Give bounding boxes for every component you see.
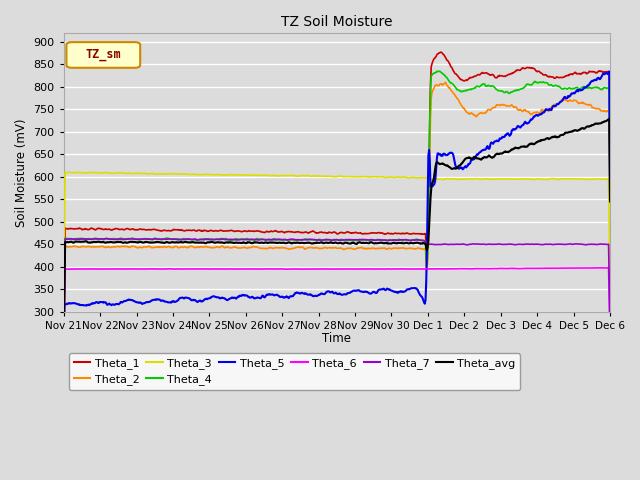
Text: TZ_sm: TZ_sm: [86, 48, 122, 61]
Legend: Theta_1, Theta_2, Theta_3, Theta_4, Theta_5, Theta_6, Theta_7, Theta_avg: Theta_1, Theta_2, Theta_3, Theta_4, Thet…: [69, 353, 520, 390]
Title: TZ Soil Moisture: TZ Soil Moisture: [281, 15, 392, 29]
X-axis label: Time: Time: [323, 332, 351, 345]
FancyBboxPatch shape: [67, 42, 140, 68]
Y-axis label: Soil Moisture (mV): Soil Moisture (mV): [15, 118, 28, 227]
